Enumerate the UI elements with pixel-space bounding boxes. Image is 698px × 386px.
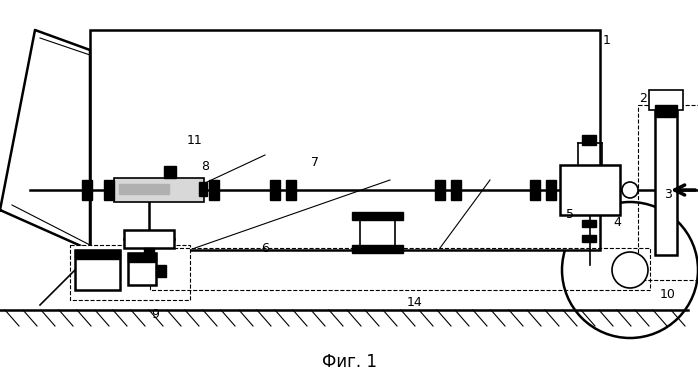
Bar [582,235,596,242]
Bar [75,250,120,259]
Text: 3: 3 [664,188,672,201]
Text: 10: 10 [660,288,676,301]
Bar [655,105,677,117]
Polygon shape [0,30,90,250]
Bar [156,265,166,277]
Circle shape [622,182,638,198]
Circle shape [562,202,698,338]
Bar [352,245,403,253]
Bar [560,165,620,215]
Bar [119,184,169,194]
Bar [75,250,120,290]
Bar [70,245,190,300]
Bar [82,180,92,200]
Bar [128,253,156,285]
Text: 6: 6 [261,242,269,254]
Bar [128,253,156,262]
Bar [90,30,600,250]
Text: 1: 1 [603,34,611,46]
Bar [150,248,650,290]
Bar [530,180,540,200]
Bar [164,166,176,178]
Text: 7: 7 [311,156,319,169]
Text: 11: 11 [187,134,203,147]
Text: 2: 2 [639,91,647,105]
Bar [104,180,114,200]
Bar [546,180,556,200]
Bar [435,180,445,200]
Bar [286,180,296,200]
Text: 14: 14 [407,296,423,308]
Bar [199,182,207,196]
Text: 8: 8 [201,161,209,173]
Text: Фиг. 1: Фиг. 1 [322,353,376,371]
Bar [655,105,677,255]
Bar [582,135,596,145]
Bar [270,180,280,200]
Bar [114,178,204,202]
Circle shape [612,252,648,288]
Bar [124,230,174,248]
Text: 4: 4 [613,215,621,229]
Bar [582,220,596,227]
Bar [144,248,154,260]
Bar [209,180,219,200]
Bar [649,90,683,110]
Text: 5: 5 [566,208,574,222]
Bar [638,105,698,280]
Bar [352,212,403,220]
Bar [451,180,461,200]
Text: 9: 9 [151,308,159,322]
